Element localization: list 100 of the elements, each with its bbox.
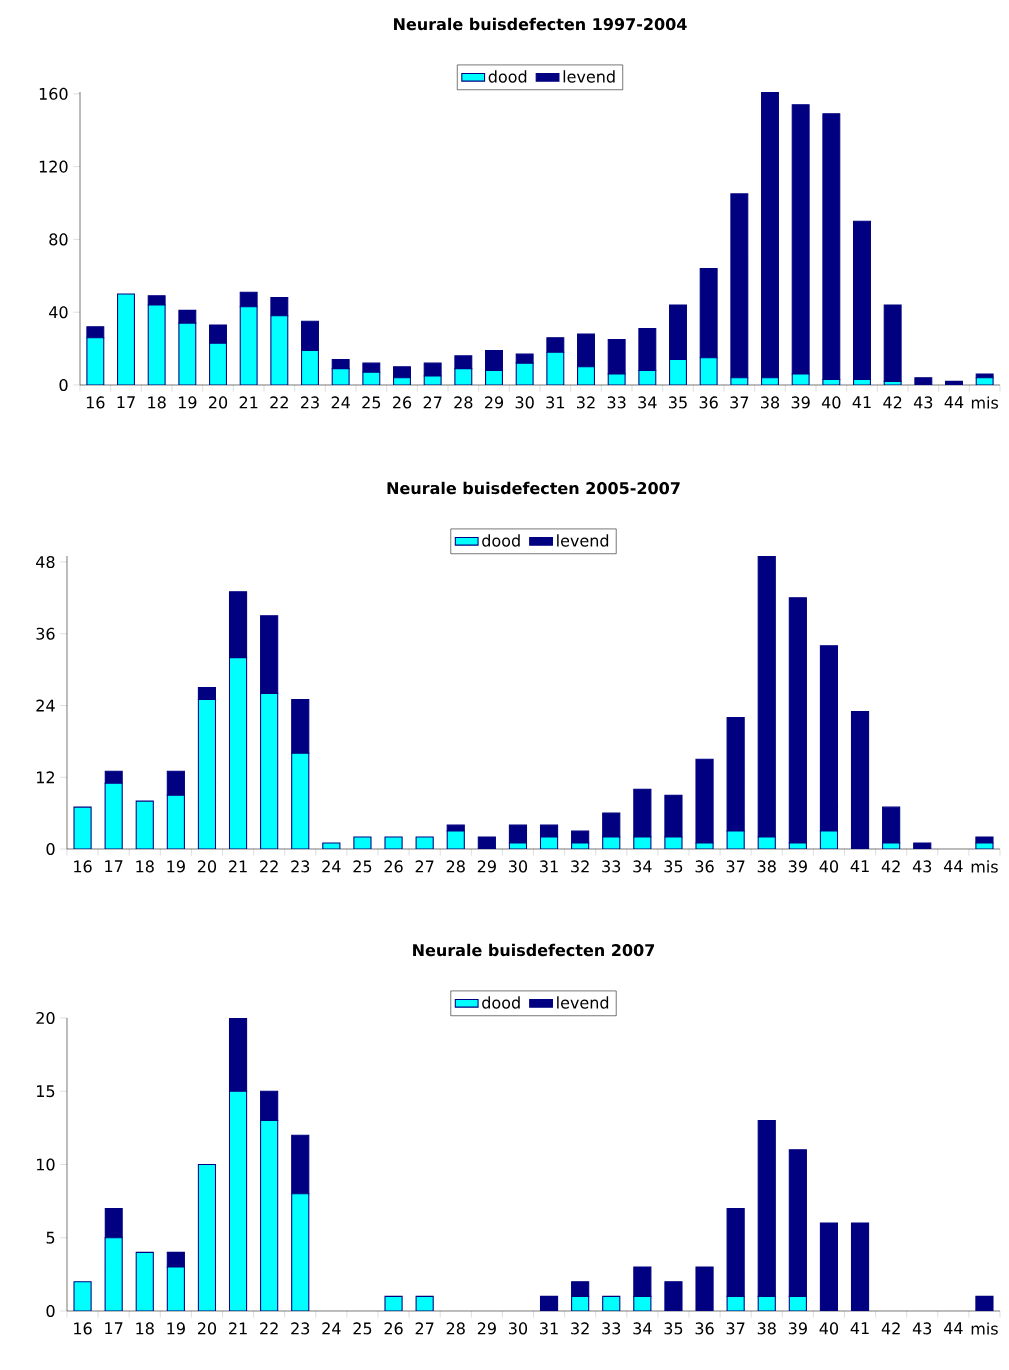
x-tick-label: 41 [852, 396, 871, 409]
x-tick-label: 33 [607, 396, 626, 409]
x-tick-label: 19 [167, 860, 185, 873]
x-tick-label: 38 [757, 860, 776, 873]
x-tick-label: 38 [757, 1322, 776, 1335]
x-tick-label: 41 [850, 1322, 869, 1335]
x-tick-label: 17 [117, 396, 135, 409]
x-tick-label: 23 [291, 860, 310, 873]
x-tick-label: 33 [602, 1322, 621, 1335]
y-tick-label: 5 [46, 1231, 55, 1244]
x-tick-label: 37 [726, 860, 745, 873]
x-tick-label: 29 [484, 396, 504, 409]
x-tick-label: 20 [208, 396, 228, 409]
bar [260, 692, 279, 849]
y-tick-label: 12 [37, 771, 55, 784]
legend-label: levend [563, 70, 615, 83]
x-tick-label: 25 [353, 1322, 372, 1335]
x-tick-label: 29 [477, 860, 496, 873]
bar [291, 1134, 310, 1195]
x-tick-label: mis [971, 396, 999, 409]
x-tick-label: mis [971, 1322, 998, 1335]
legend-label: levend [557, 534, 609, 547]
x-tick-label: 18 [148, 396, 166, 409]
x-tick-label: 31 [546, 396, 565, 409]
y-tick-label: 48 [36, 555, 55, 569]
x-tick-label: 39 [791, 396, 810, 409]
x-tick-label: 34 [633, 1322, 652, 1335]
x-tick-label: 34 [633, 860, 652, 873]
x-tick-label: 40 [821, 396, 841, 409]
x-tick-label: mis [971, 860, 998, 873]
bar [291, 752, 310, 849]
y-tick-label: 10 [37, 1158, 55, 1171]
bar [197, 698, 217, 849]
x-tick-label: 33 [602, 860, 621, 873]
y-tick-label: 40 [49, 306, 68, 319]
bar [883, 304, 902, 382]
chart-title: Neurale buisdefecten 2007 [413, 943, 655, 957]
x-tick-label: 23 [300, 396, 319, 409]
x-tick-label: 19 [167, 1322, 185, 1335]
x-tick-label: 23 [291, 1322, 310, 1335]
x-tick-label: 36 [695, 1322, 714, 1335]
x-tick-label: 39 [788, 1322, 807, 1335]
x-tick-label: 17 [105, 860, 123, 873]
x-tick-label: 44 [943, 860, 963, 873]
legend-label: dood [482, 996, 520, 1009]
x-tick-label: 43 [912, 1322, 932, 1335]
x-tick-label: 32 [571, 860, 589, 873]
x-tick-label: 24 [322, 1322, 341, 1335]
bar [291, 1193, 310, 1311]
bar [853, 220, 871, 381]
bar [726, 716, 745, 832]
x-tick-label: 18 [136, 1322, 154, 1335]
bar [757, 1120, 776, 1297]
x-tick-label: 29 [477, 1322, 496, 1335]
x-tick-label: 40 [819, 1322, 839, 1335]
x-tick-label: 21 [229, 860, 247, 873]
x-tick-label: 21 [229, 1322, 247, 1335]
bar [228, 657, 248, 849]
bar [104, 782, 123, 849]
x-tick-label: 44 [943, 1322, 963, 1335]
x-tick-label: 20 [197, 1322, 217, 1335]
x-tick-label: 16 [74, 860, 92, 873]
bar [135, 800, 154, 849]
x-tick-label: 31 [540, 1322, 558, 1335]
y-tick-label: 120 [39, 160, 68, 173]
chart-title: Neurale buisdefecten 1997-2004 [394, 17, 687, 31]
x-tick-label: 42 [881, 1322, 900, 1335]
y-tick-label: 160 [39, 87, 68, 100]
x-tick-label: 42 [883, 396, 902, 409]
x-tick-label: 20 [197, 860, 217, 873]
x-tick-label: 18 [136, 860, 154, 873]
bar [197, 1163, 217, 1311]
y-tick-label: 0 [46, 1304, 55, 1318]
legend-label: dood [482, 534, 520, 547]
x-tick-label: 19 [178, 396, 197, 409]
x-tick-label: 28 [454, 396, 473, 409]
y-tick-label: 15 [37, 1085, 55, 1098]
x-tick-label: 43 [912, 860, 932, 873]
x-tick-label: 28 [446, 1322, 465, 1335]
x-tick-label: 37 [730, 396, 749, 409]
legend-label: levend [557, 996, 609, 1009]
x-tick-label: 34 [638, 396, 657, 409]
x-tick-label: 22 [260, 1322, 278, 1335]
x-tick-label: 36 [699, 396, 718, 409]
x-tick-label: 28 [446, 860, 465, 873]
x-tick-label: 27 [415, 860, 434, 873]
x-tick-label: 38 [761, 396, 780, 409]
x-tick-label: 27 [423, 396, 442, 409]
x-tick-label: 40 [819, 860, 839, 873]
x-tick-label: 30 [508, 860, 528, 873]
y-tick-label: 0 [46, 842, 55, 856]
x-tick-label: 30 [508, 1322, 528, 1335]
bar [975, 377, 994, 385]
bar [914, 377, 933, 385]
x-tick-label: 35 [669, 396, 687, 409]
x-tick-label: 32 [571, 1322, 589, 1335]
y-tick-label: 20 [36, 1011, 55, 1025]
x-tick-label: 24 [331, 396, 350, 409]
x-tick-label: 16 [74, 1322, 92, 1335]
bar [291, 698, 310, 754]
